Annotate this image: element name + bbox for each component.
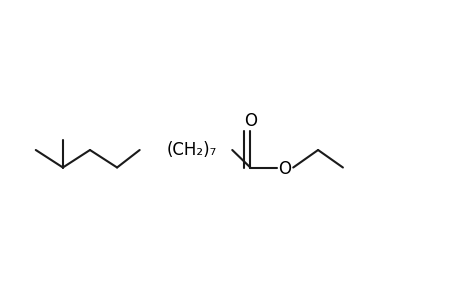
Text: O: O — [243, 112, 256, 130]
Text: (CH₂)₇: (CH₂)₇ — [166, 141, 216, 159]
Text: O: O — [277, 160, 290, 178]
